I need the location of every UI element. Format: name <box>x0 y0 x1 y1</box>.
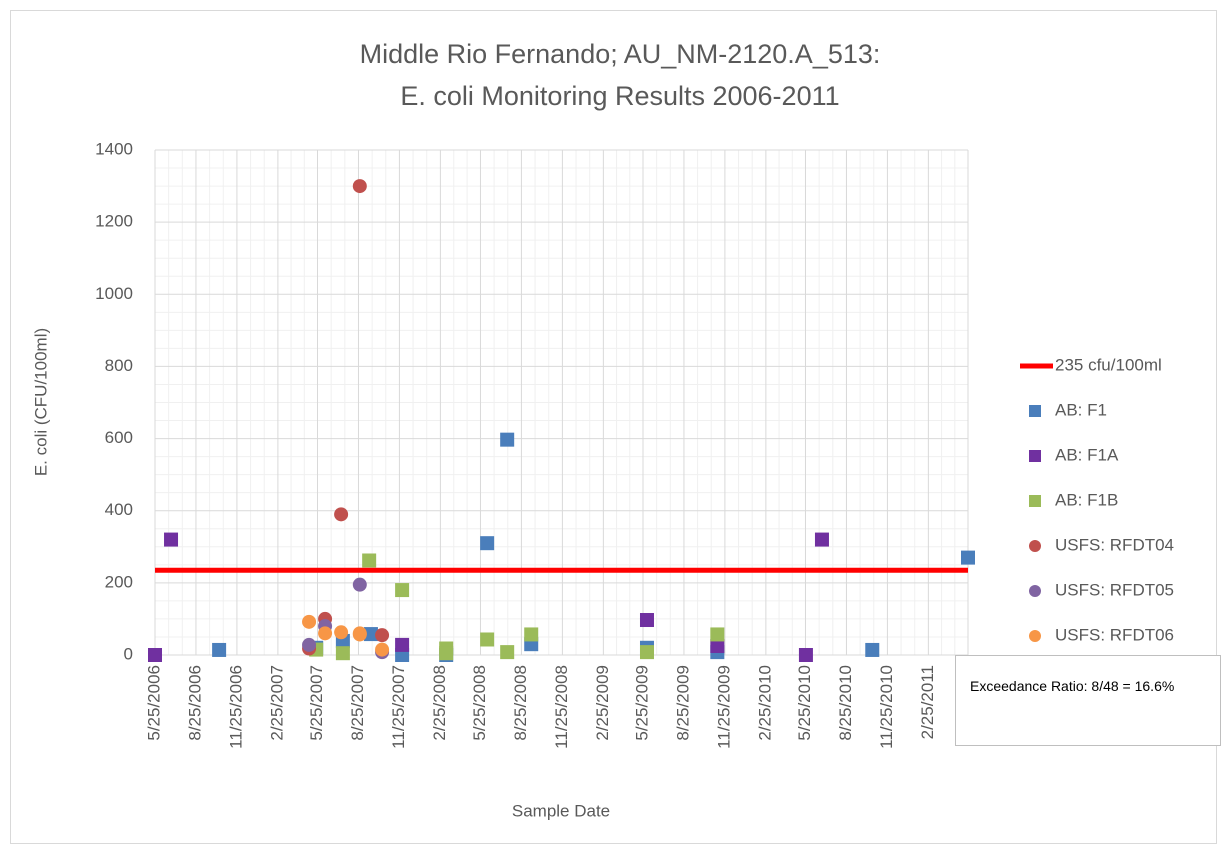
x-tick-label: 2/25/2007 <box>267 665 286 741</box>
point <box>352 627 367 642</box>
point <box>480 632 495 647</box>
y-tick-label: 400 <box>105 500 133 519</box>
legend-marker <box>1029 495 1041 507</box>
y-tick-label: 800 <box>105 356 133 375</box>
point <box>363 627 378 642</box>
y-tick-label: 0 <box>124 644 133 663</box>
point <box>362 553 377 568</box>
chart-title: Middle Rio Fernando; AU_NM-2120.A_513: <box>360 39 881 69</box>
y-tick-label: 200 <box>105 572 133 591</box>
x-tick-label: 11/25/2010 <box>877 665 896 749</box>
point <box>164 532 179 547</box>
y-tick-label: 1000 <box>95 284 133 303</box>
point <box>710 627 725 642</box>
legend-label: USFS: RFDT05 <box>1055 580 1174 599</box>
legend-marker <box>1029 405 1041 417</box>
point <box>375 628 390 643</box>
y-tick-label: 1200 <box>95 212 133 231</box>
y-tick-label: 1400 <box>95 139 133 158</box>
x-tick-label: 8/25/2008 <box>511 665 530 741</box>
x-tick-label: 11/25/2007 <box>389 665 408 749</box>
x-tick-label: 8/25/2007 <box>348 665 367 741</box>
x-tick-label: 2/25/2008 <box>430 665 449 741</box>
x-tick-label: 8/25/2010 <box>836 665 855 741</box>
point <box>961 550 975 565</box>
x-tick-label: 5/25/2009 <box>632 665 651 741</box>
point <box>302 614 317 629</box>
point <box>318 626 333 641</box>
point <box>334 507 349 522</box>
point <box>395 637 410 652</box>
annotation-wrap: Exceedance Ratio: 8/48 = 16.6% <box>970 678 1175 694</box>
point <box>334 625 349 640</box>
point <box>500 645 515 660</box>
x-tick-label: 5/25/2006 <box>144 665 163 741</box>
legend-marker <box>1029 540 1041 552</box>
x-tick-label: 11/25/2009 <box>714 665 733 749</box>
x-axis-label: Sample Date <box>512 801 610 820</box>
chart-subtitle: E. coli Monitoring Results 2006-2011 <box>400 81 839 111</box>
point <box>302 637 317 652</box>
point <box>148 648 162 662</box>
point <box>212 642 227 657</box>
x-tick-label: 5/25/2010 <box>795 665 814 741</box>
y-axis-label: E. coli (CFU/100ml) <box>31 328 50 476</box>
point <box>352 179 367 194</box>
point <box>865 642 880 657</box>
point <box>798 648 813 662</box>
legend-marker <box>1029 630 1041 642</box>
legend-label: USFS: RFDT04 <box>1055 535 1174 554</box>
x-tick-label: 11/25/2006 <box>226 665 245 749</box>
annotation: Exceedance Ratio: 8/48 = 16.6% <box>970 678 1175 694</box>
x-tick-label: 2/25/2011 <box>918 665 937 739</box>
x-tick-label: 2/25/2009 <box>593 665 612 741</box>
x-tick-label: 5/25/2007 <box>307 665 326 741</box>
point <box>375 642 390 657</box>
x-tick-label: 5/25/2008 <box>470 665 489 741</box>
x-tick-label: 8/25/2006 <box>185 665 204 741</box>
x-tick-label: 11/25/2008 <box>552 665 571 749</box>
point <box>710 638 725 653</box>
point <box>395 583 410 598</box>
legend-label: AB: F1B <box>1055 490 1118 509</box>
x-tick-label: 2/25/2010 <box>755 665 774 741</box>
point <box>439 646 454 661</box>
legend-label: USFS: RFDT06 <box>1055 625 1174 644</box>
legend-label: 235 cfu/100ml <box>1055 355 1162 374</box>
point <box>335 646 350 661</box>
x-tick-label: 8/25/2009 <box>673 665 692 741</box>
legend-marker <box>1029 450 1041 462</box>
point <box>480 536 495 551</box>
annotation-box <box>955 655 1221 746</box>
point <box>814 532 829 547</box>
point <box>352 577 367 592</box>
legend-marker <box>1029 585 1041 597</box>
y-tick-label: 600 <box>105 428 133 447</box>
point <box>639 645 654 660</box>
legend-label: AB: F1 <box>1055 400 1107 419</box>
point <box>639 613 654 628</box>
point <box>500 432 515 447</box>
point <box>524 627 539 642</box>
legend-label: AB: F1A <box>1055 445 1119 464</box>
